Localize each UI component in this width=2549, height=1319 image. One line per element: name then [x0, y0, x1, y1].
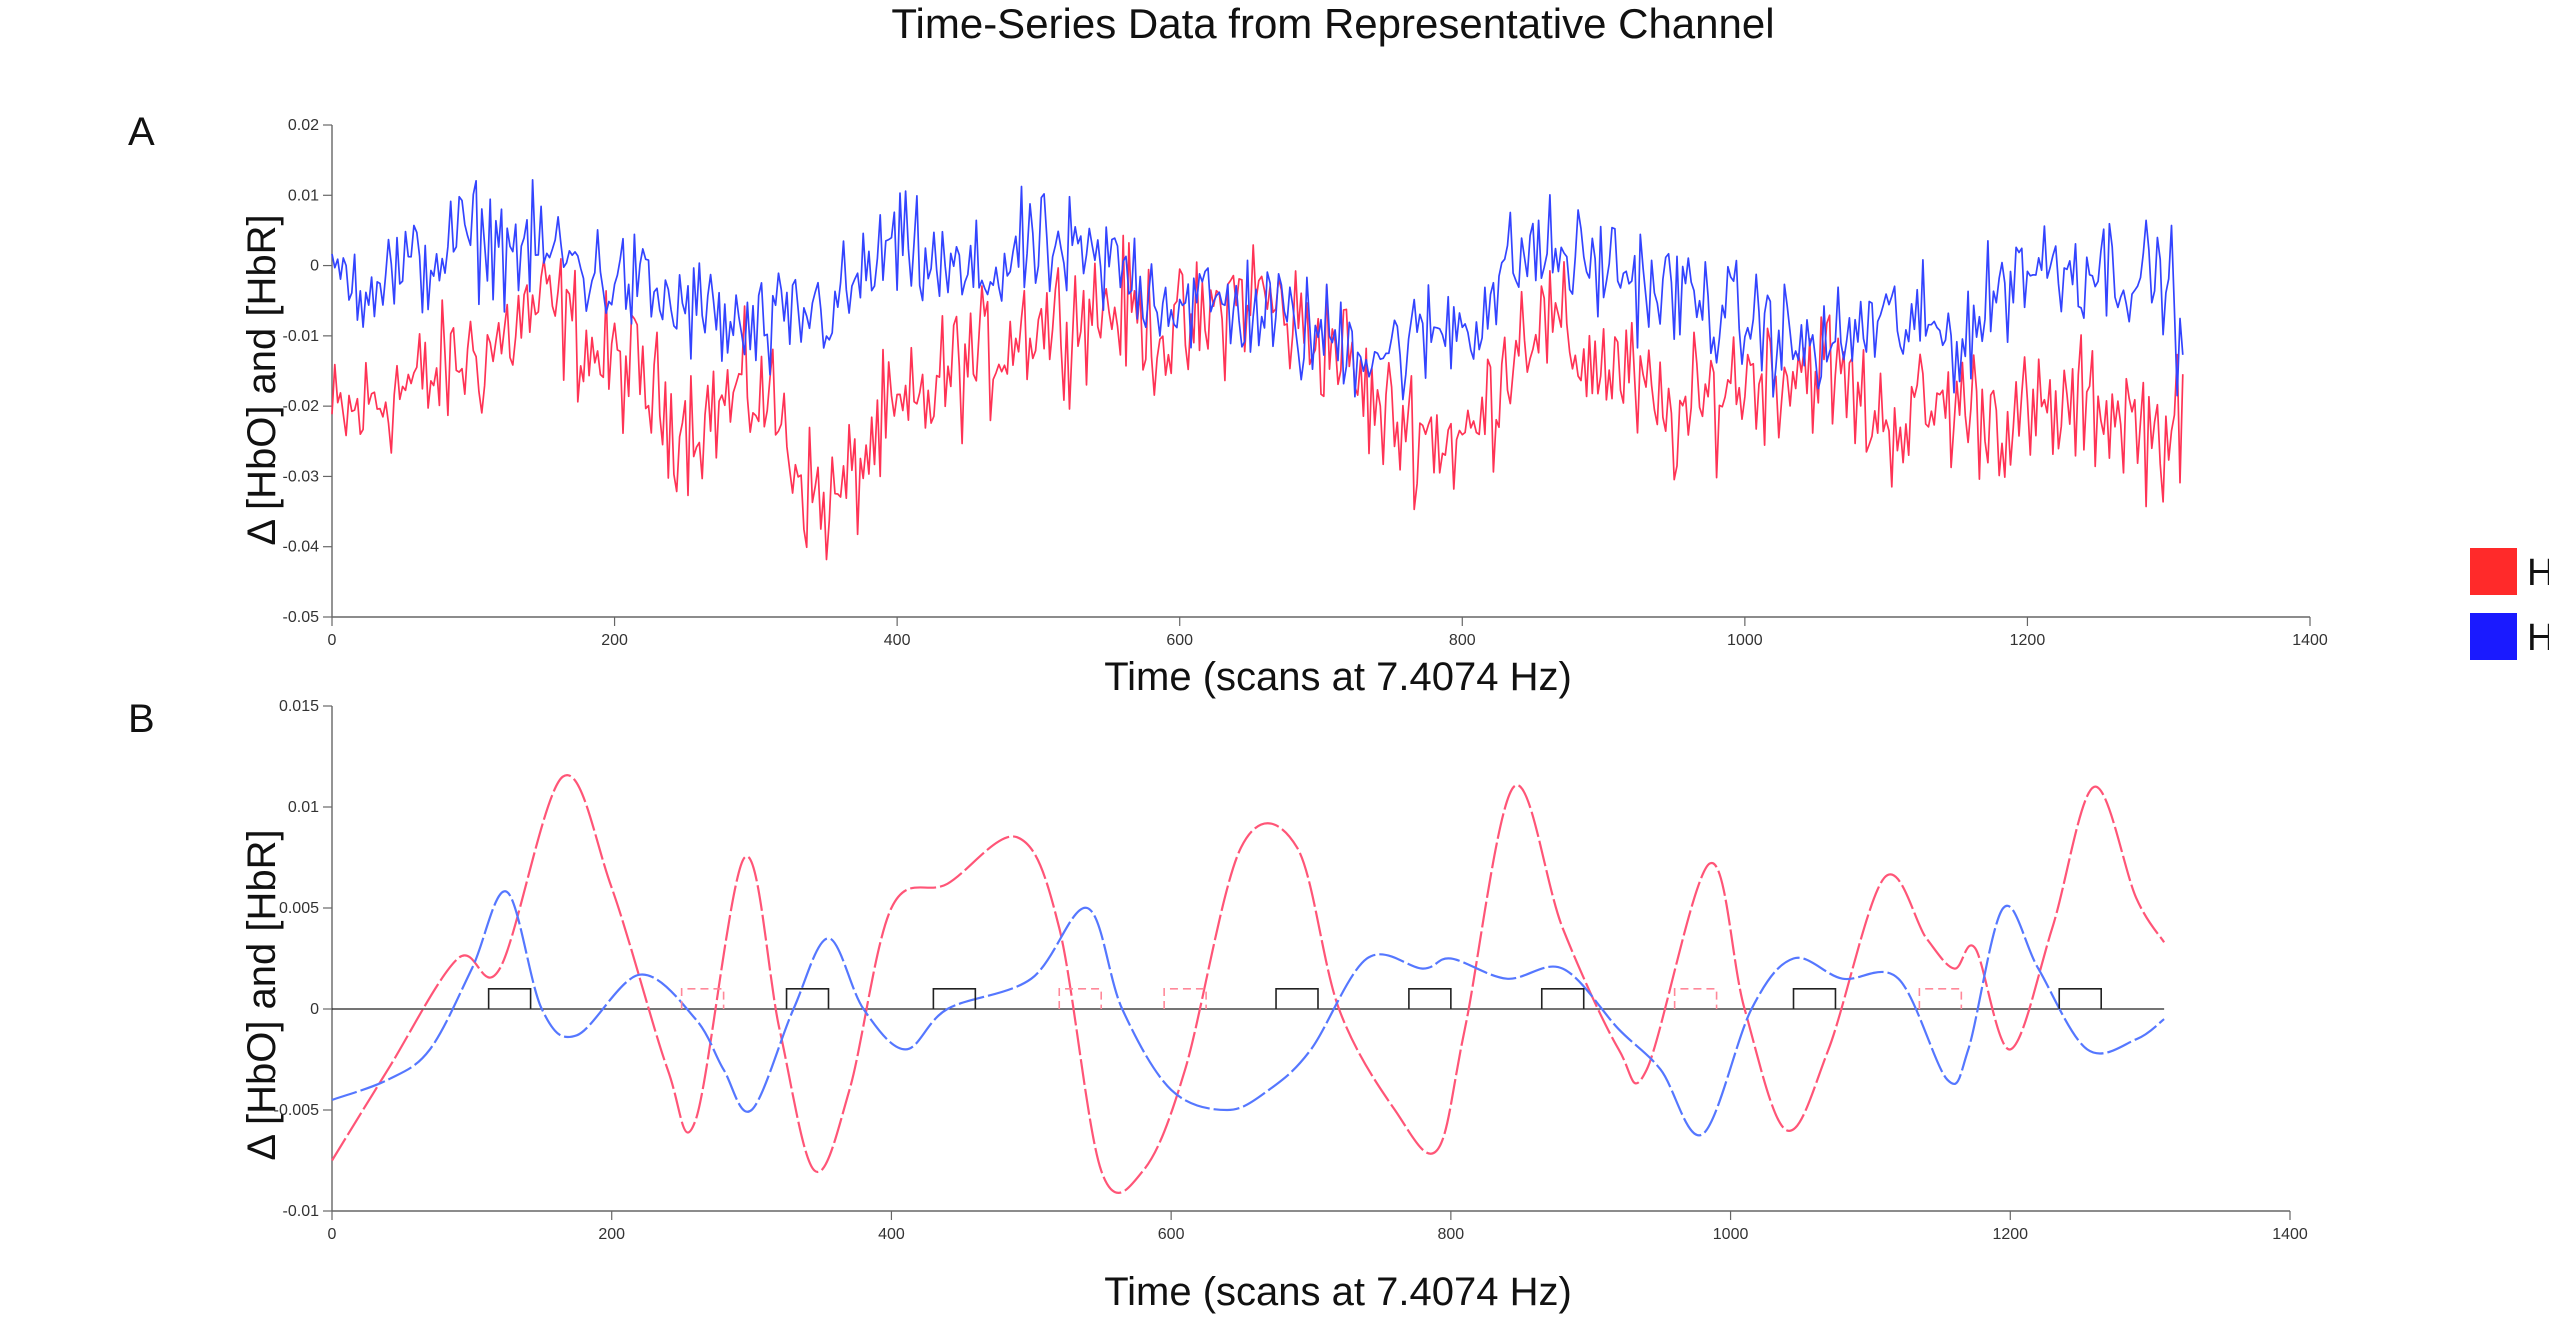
panel-a-y-tick-label: -0.02 [283, 398, 320, 415]
panel-b-x-axis-title: Time (scans at 7.4074 Hz) [1104, 1270, 1572, 1314]
panel-b-x-tick-label: 1400 [2272, 1226, 2308, 1243]
panel-b-task-blocks-active-block [489, 989, 531, 1009]
panel-a-y-tick-label: 0.01 [288, 187, 319, 204]
figure: Time-Series Data from Representative Cha… [0, 0, 2549, 1319]
panel-b-letter: B [128, 697, 155, 741]
panel-a-letter: A [128, 110, 155, 154]
panel-a-y-tick-label: 0.02 [288, 117, 319, 134]
panel-b-task-blocks-active-block [1542, 989, 1584, 1009]
legend-label-hbr: HbR [2527, 617, 2549, 659]
panel-a-series-hbo [332, 236, 2183, 560]
panel-a-y-axis-title: Δ [HbO] and [HbR] [240, 214, 284, 545]
panel-b-task-blocks-active-block [1794, 989, 1836, 1009]
panel-b-task-blocks-control-block [1919, 989, 1961, 1009]
panel-b-series-hbr [332, 891, 2164, 1135]
panel-a-x-tick-label: 800 [1449, 632, 1476, 649]
legend-label-hbo: HbO [2527, 552, 2549, 594]
panel-a-x-tick-label: 400 [884, 632, 911, 649]
panel-a-y-tick-label: -0.05 [283, 609, 320, 626]
legend: HbO HbR [2470, 548, 2549, 660]
panel-a-x-tick-label: 200 [601, 632, 628, 649]
legend-swatch-hbr [2470, 613, 2517, 660]
panel-b-task-blocks-active-block [787, 989, 829, 1009]
panel-a-y-tick-label: 0 [310, 258, 319, 275]
panel-a-x-axis-title: Time (scans at 7.4074 Hz) [1104, 655, 1572, 699]
panel-a-y-tick-label: -0.01 [283, 328, 320, 345]
panel-b-task-blocks-active-block [1276, 989, 1318, 1009]
panel-a-x-tick-label: 0 [328, 632, 337, 649]
panel-b-y-tick-label: 0.01 [288, 799, 319, 816]
panel-b-y-tick-label: 0.015 [279, 698, 319, 715]
panel-b-x-tick-label: 200 [598, 1226, 625, 1243]
panel-b-y-tick-label: -0.01 [283, 1203, 320, 1220]
panel-b-x-tick-label: 600 [1158, 1226, 1185, 1243]
panel-b-plot: 0.015 0.01 0.005 0 -0.005 -0.01 0 200 400 600 800 1… [274, 698, 2308, 1243]
panel-b-y-tick-label: 0.005 [279, 900, 319, 917]
panel-a-x-tick-label: 1200 [2010, 632, 2046, 649]
panel-a-y-tick-label: -0.04 [283, 539, 320, 556]
panel-b-task-blocks-active-block [1409, 989, 1451, 1009]
legend-swatch-hbo [2470, 548, 2517, 595]
panel-a-x-tick-label: 1400 [2292, 632, 2328, 649]
panel-a-plot: 0.02 0.01 0 -0.01 -0.02 -0.03 -0.04 -0.05 0 200 40… [283, 117, 2328, 649]
panel-a: A Δ [HbO] and [HbR] Time (scans at 7.407… [128, 110, 1572, 699]
panel-b-x-tick-label: 400 [878, 1226, 905, 1243]
panel-b-series-hbo [332, 775, 2164, 1193]
panel-a-y-tick-label: -0.03 [283, 468, 320, 485]
panel-a-x-tick-label: 1000 [1727, 632, 1763, 649]
panel-b-x-tick-label: 0 [328, 1226, 337, 1243]
figure-title: Time-Series Data from Representative Cha… [891, 0, 1774, 47]
panel-b-task-blocks-control-block [1059, 989, 1101, 1009]
panel-b-y-tick-label: -0.005 [274, 1102, 319, 1119]
panel-b-y-tick-label: 0 [310, 1001, 319, 1018]
panel-b-task-blocks-active-block [2059, 989, 2101, 1009]
panel-b-x-tick-label: 1000 [1713, 1226, 1749, 1243]
panel-b-x-tick-label: 800 [1438, 1226, 1465, 1243]
panel-b-x-tick-label: 1200 [1992, 1226, 2028, 1243]
panel-b: B Δ [HbO] and [HbR] Time (scans at 7.407… [128, 697, 1572, 1314]
panel-a-x-tick-label: 600 [1166, 632, 1193, 649]
panel-b-task-blocks-control-block [1675, 989, 1717, 1009]
